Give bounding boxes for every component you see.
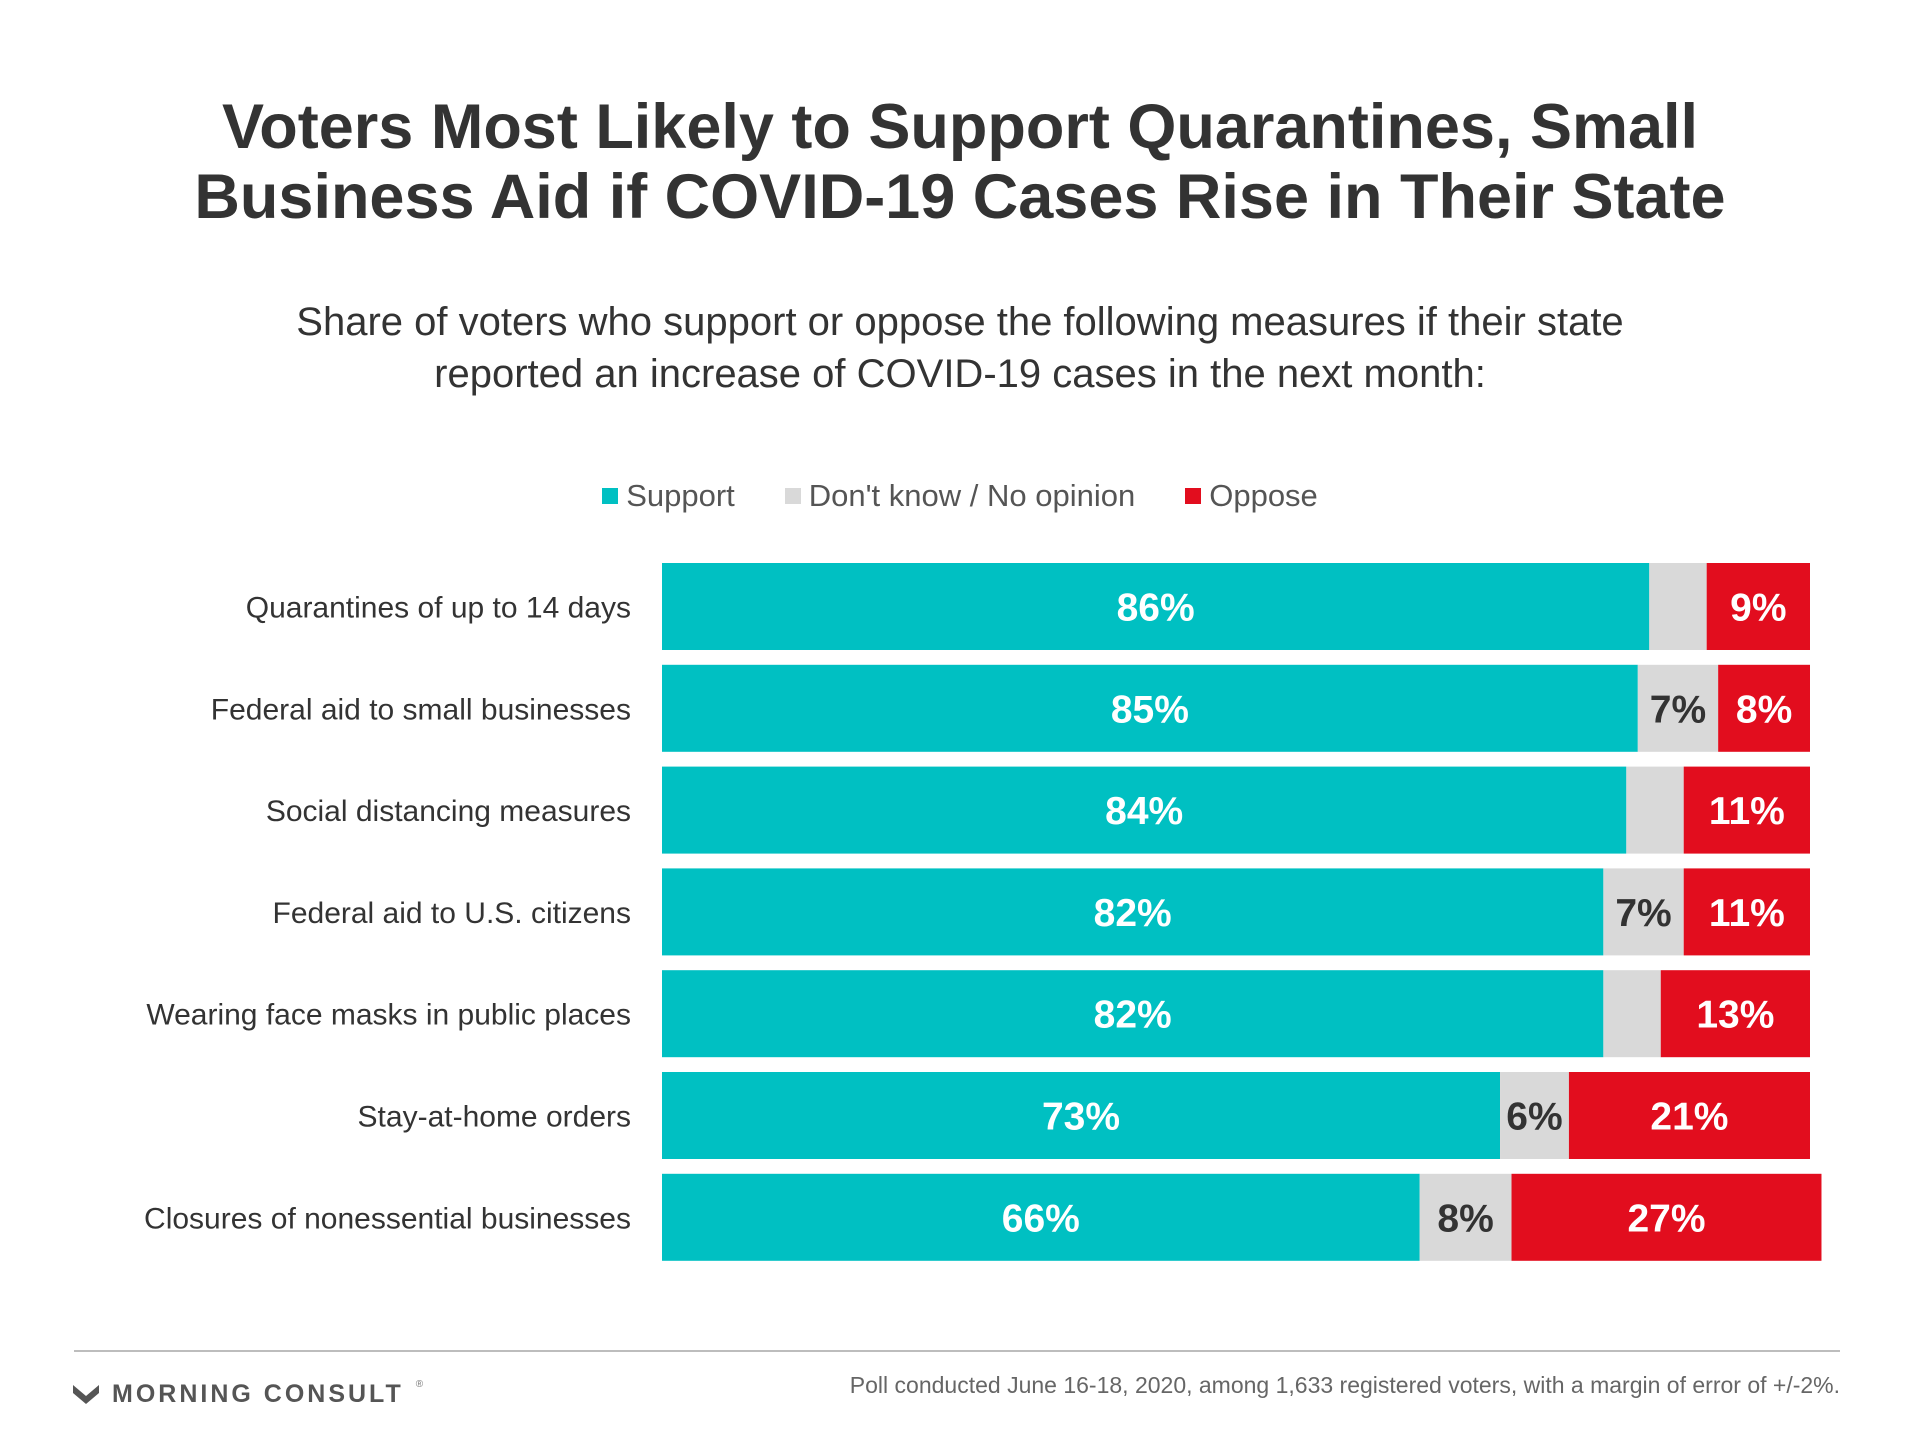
bar-segment-support xyxy=(662,766,1627,854)
data-label-support: 82% xyxy=(1094,994,1172,1037)
footer-divider xyxy=(74,1350,1840,1352)
category-label: Social distancing measures xyxy=(266,795,631,828)
bar-segment-support xyxy=(662,970,1604,1058)
bar-segment-oppose xyxy=(1660,970,1810,1058)
legend-item-oppose: Oppose xyxy=(1185,478,1318,514)
bar-segment-support xyxy=(662,868,1604,956)
legend-swatch-support xyxy=(602,488,619,504)
bar-segment-oppose xyxy=(1511,1173,1822,1261)
data-label-oppose: 27% xyxy=(1627,1197,1705,1240)
data-label-oppose: 11% xyxy=(1709,892,1785,935)
data-label-dont-know: 7% xyxy=(1615,892,1671,935)
bar-segment-oppose xyxy=(1718,664,1810,752)
data-label-oppose: 8% xyxy=(1736,688,1792,731)
data-label-support: 73% xyxy=(1042,1096,1120,1139)
bar-segment-dont-know xyxy=(1500,1072,1569,1159)
chart-subtitle-line-1: Share of voters who support or oppose th… xyxy=(296,300,1624,344)
category-label: Federal aid to U.S. citizens xyxy=(273,897,632,930)
legend-item-support: Support xyxy=(602,478,735,514)
data-label-support: 84% xyxy=(1105,790,1183,833)
category-label: Quarantines of up to 14 days xyxy=(246,592,631,625)
morning-consult-logo-icon xyxy=(73,1384,99,1404)
chart-subtitle-line-2: reported an increase of COVID-19 cases i… xyxy=(434,352,1486,396)
legend-label-support: Support xyxy=(626,478,735,513)
legend-swatch-dont-know xyxy=(784,488,801,504)
bar-segment-dont-know xyxy=(1419,1173,1512,1261)
legend-item-dont-know: Don't know / No opinion xyxy=(784,478,1136,514)
bar-segment-oppose xyxy=(1683,868,1810,956)
bar-segment-oppose xyxy=(1568,1072,1810,1159)
data-label-oppose: 11% xyxy=(1709,790,1785,833)
data-label-dont-know: 7% xyxy=(1650,688,1706,731)
brand-logo: MORNING CONSULT ® xyxy=(72,1379,424,1409)
stacked-bar-chart: Quarantines of up to 14 days 86% 9% Federal… xyxy=(144,563,1822,1261)
legend-label-oppose: Oppose xyxy=(1209,478,1318,513)
data-label-support: 86% xyxy=(1117,587,1195,630)
data-label-oppose: 9% xyxy=(1730,587,1786,630)
category-label: Stay-at-home orders xyxy=(358,1101,631,1134)
data-label-support: 82% xyxy=(1094,892,1172,935)
legend-swatch-oppose xyxy=(1185,488,1202,504)
chart-title-line-1: Voters Most Likely to Support Quarantine… xyxy=(221,92,1699,162)
data-label-support: 66% xyxy=(1002,1197,1080,1240)
legend-label-dont-know: Don't know / No opinion xyxy=(808,478,1136,513)
chart-subtitle: Share of voters who support or oppose th… xyxy=(0,296,1920,400)
chart-title: Voters Most Likely to Support Quarantine… xyxy=(0,92,1920,232)
chart-title-line-2: Business Aid if COVID-19 Cases Rise in T… xyxy=(194,162,1726,232)
category-label: Closures of nonessential businesses xyxy=(144,1202,631,1235)
data-label-dont-know: 6% xyxy=(1506,1096,1562,1139)
bar-segment-dont-know xyxy=(1637,664,1719,752)
poll-footnote: Poll conducted June 16-18, 2020, among 1… xyxy=(849,1372,1840,1398)
bar-segment-support xyxy=(662,1072,1501,1159)
data-label-oppose: 21% xyxy=(1650,1096,1728,1139)
data-label-oppose: 13% xyxy=(1696,994,1774,1037)
chart-legend: Support Don't know / No opinion Oppose xyxy=(0,478,1920,514)
brand-registered-mark: ® xyxy=(415,1379,424,1390)
bar-segment-dont-know xyxy=(1603,970,1661,1058)
data-label-dont-know: 8% xyxy=(1437,1197,1493,1240)
brand-name: MORNING CONSULT xyxy=(112,1380,404,1408)
bar-segment-support xyxy=(662,1173,1420,1261)
bar-segment-support xyxy=(662,664,1638,752)
bar-segment-oppose xyxy=(1683,766,1810,854)
bar-segment-dont-know xyxy=(1626,766,1684,854)
category-label: Federal aid to small businesses xyxy=(211,693,631,726)
bar-segment-oppose xyxy=(1706,563,1810,650)
data-label-support: 85% xyxy=(1111,688,1189,731)
bar-segment-support xyxy=(662,563,1650,650)
bar-segment-dont-know xyxy=(1603,868,1684,956)
bar-segment-dont-know xyxy=(1649,563,1707,650)
category-label: Wearing face masks in public places xyxy=(146,999,631,1032)
